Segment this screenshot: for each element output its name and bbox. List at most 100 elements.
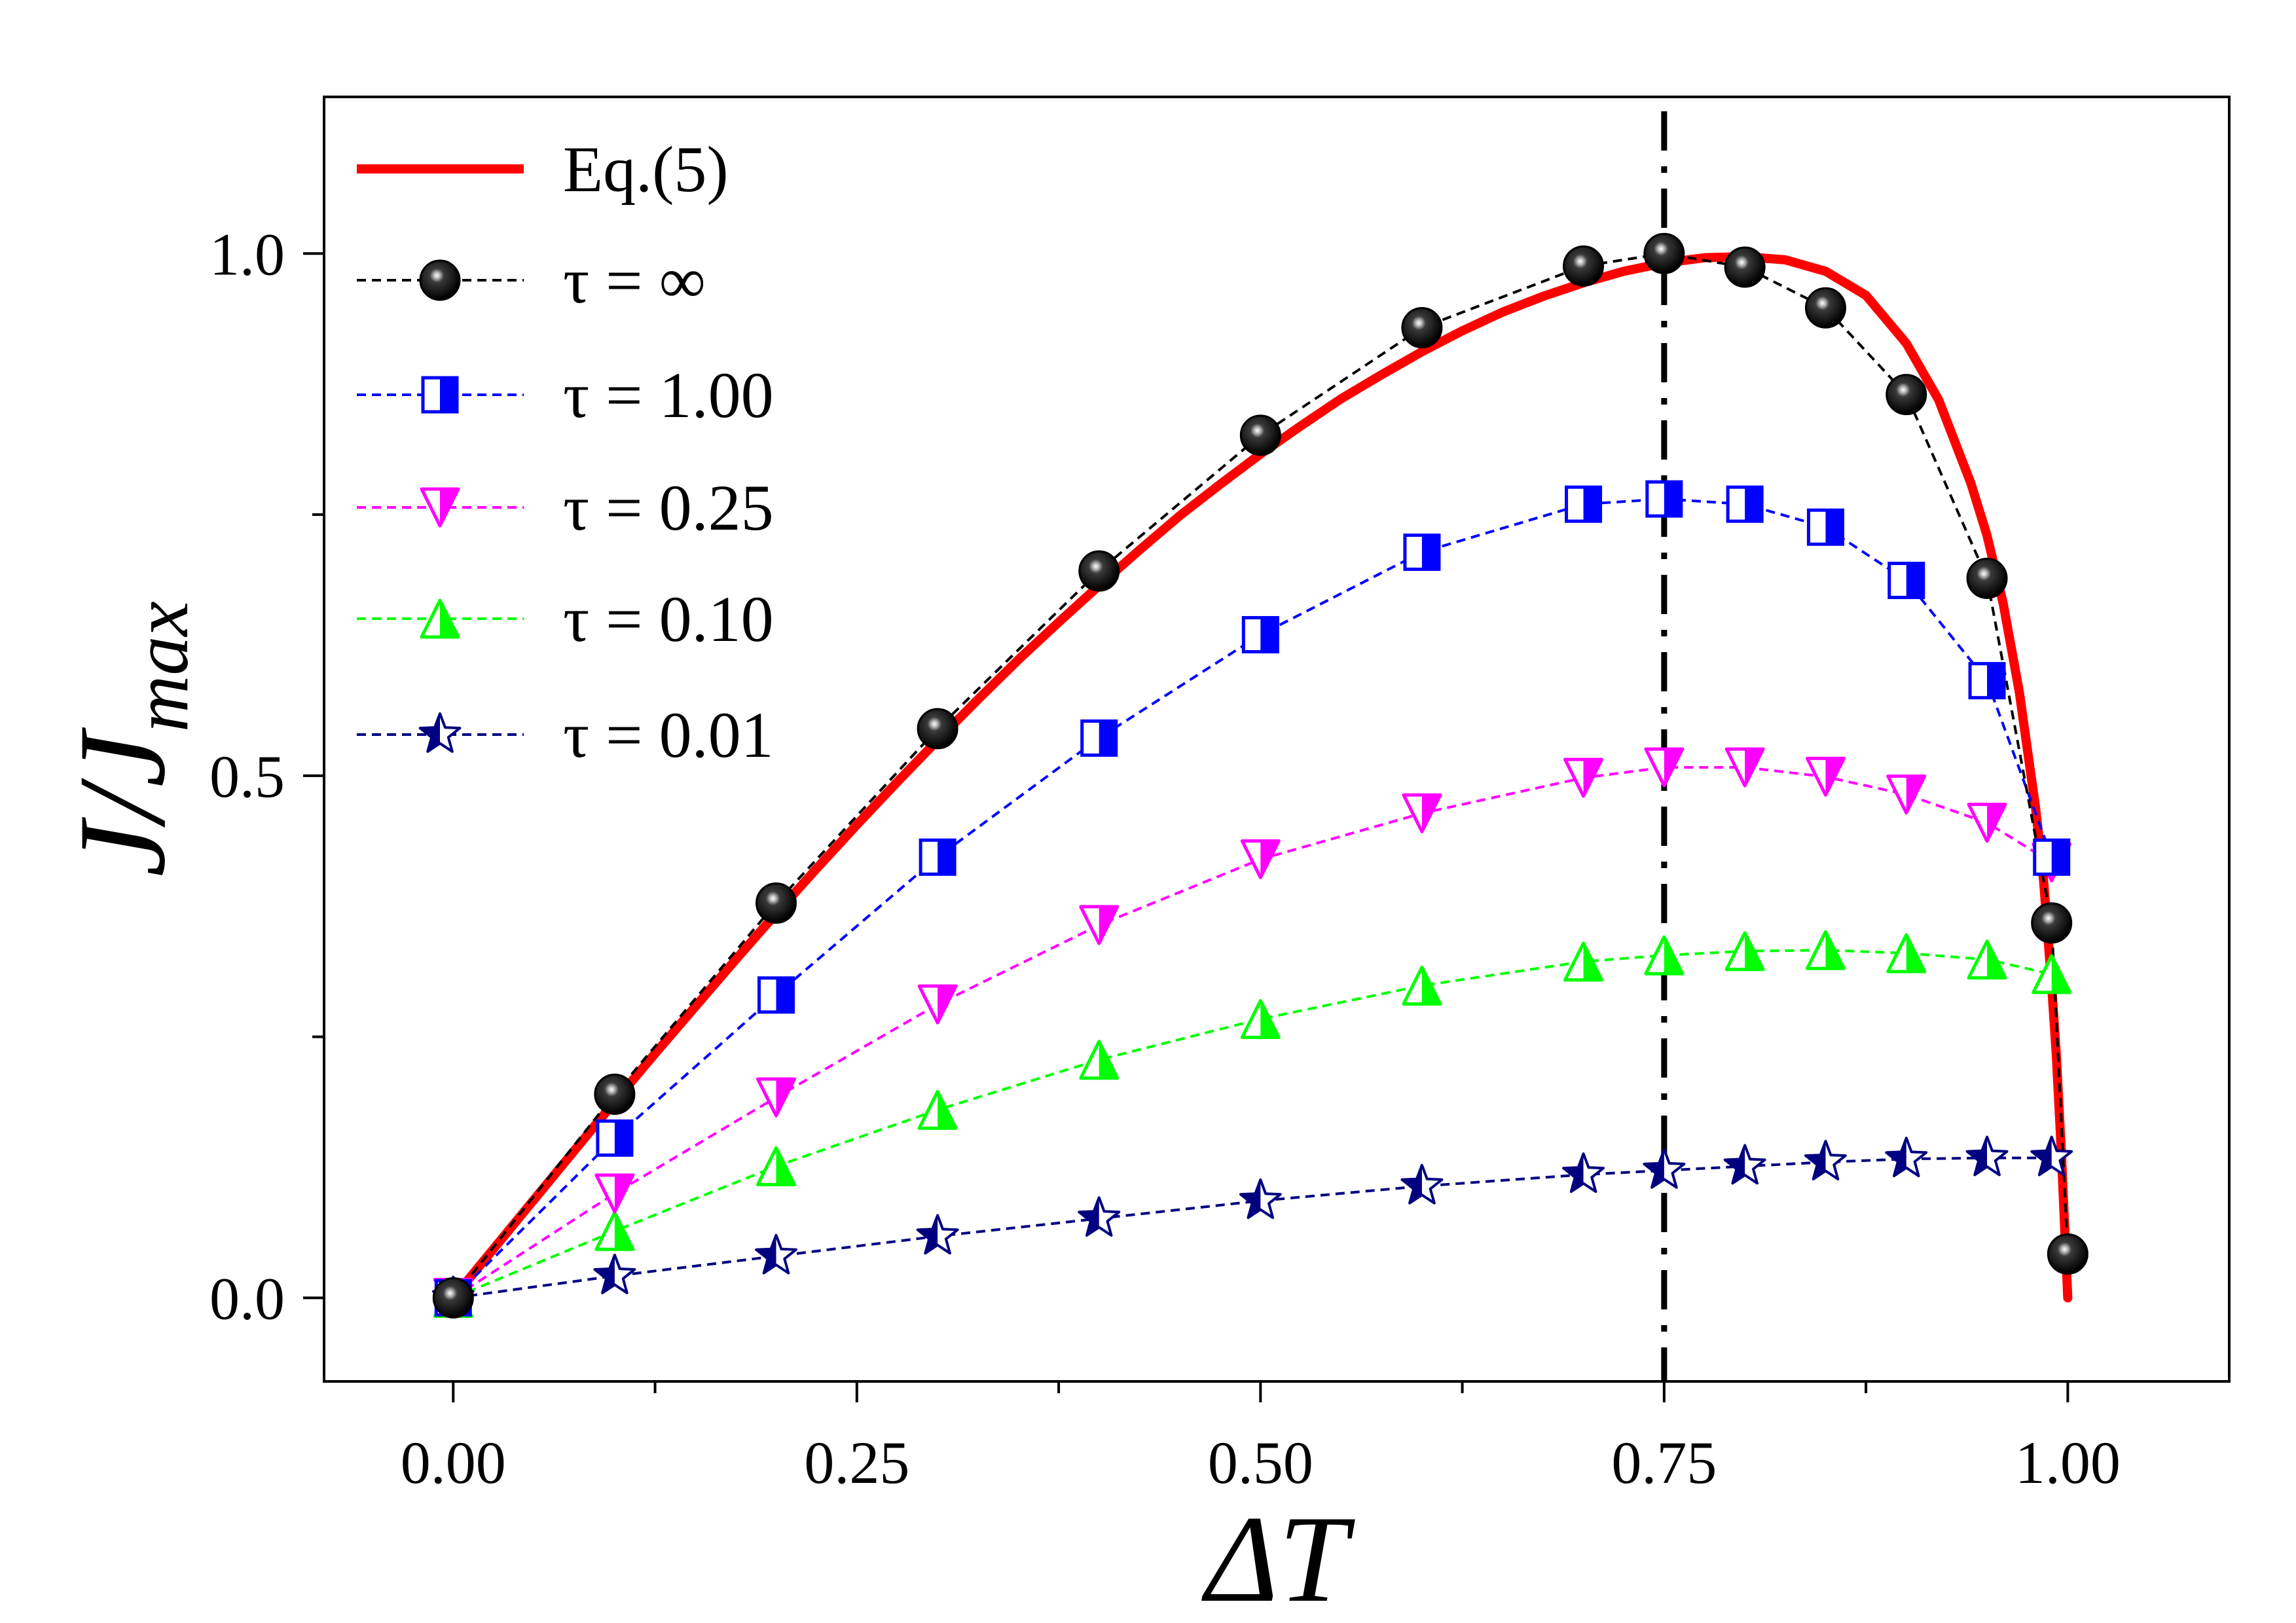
data-point <box>1644 935 1685 976</box>
data-point <box>1724 246 1766 288</box>
legend-label-4: τ = 0.01 <box>563 699 774 771</box>
y-tick-label: 1.0 <box>210 221 285 287</box>
data-point <box>1968 662 2006 700</box>
data-point <box>917 984 958 1025</box>
data-point <box>1965 1135 2009 1176</box>
data-point <box>1643 232 1685 274</box>
data-point <box>1403 533 1441 571</box>
data-point <box>756 882 797 924</box>
data-point <box>2030 1135 2073 1176</box>
data-point <box>1804 287 1846 329</box>
x-tick-label: 0.25 <box>804 1429 909 1496</box>
series-markers-3 <box>433 930 2072 1318</box>
data-point <box>1805 756 1846 797</box>
x-tick-label: 0.00 <box>401 1429 506 1496</box>
data-point <box>1726 485 1764 523</box>
y-axis-title-sub: max <box>117 601 204 732</box>
data-point <box>1886 775 1927 815</box>
data-point <box>757 976 795 1014</box>
data-point <box>1240 839 1281 879</box>
data-point <box>1886 933 1927 974</box>
data-point <box>1241 615 1279 653</box>
data-point <box>919 838 957 876</box>
series-line-2 <box>452 766 2052 1300</box>
data-point <box>1078 550 1120 592</box>
data-point <box>593 1253 636 1294</box>
data-point <box>2033 838 2071 876</box>
series-layer <box>431 232 2088 1319</box>
data-point <box>1724 931 1765 972</box>
data-point <box>596 1119 634 1157</box>
plot-frame <box>323 96 2231 1383</box>
data-point <box>917 708 958 750</box>
data-point <box>756 1146 797 1186</box>
axis-layer: 0.00 0.25 0.50 0.75 1.00 0.0 0.5 1.0 <box>210 221 2121 1496</box>
data-point <box>916 1214 959 1255</box>
y-tick-label: 0.0 <box>210 1265 285 1332</box>
legend-marker-0 <box>419 259 461 301</box>
y-axis-title: J/Jmax <box>54 601 204 877</box>
data-point <box>1645 480 1683 518</box>
x-axis-title: ΔT <box>1201 1491 1355 1623</box>
data-point <box>917 1089 958 1130</box>
data-point <box>594 1211 635 1251</box>
legend-marker-3 <box>420 598 460 639</box>
data-point <box>1805 930 1846 970</box>
data-point <box>432 1277 474 1319</box>
data-point <box>1886 374 1927 416</box>
legend-marker-2 <box>420 487 460 528</box>
series-markers-0 <box>432 232 2088 1319</box>
data-point <box>1239 1178 1282 1219</box>
series-markers-1 <box>434 480 2071 1317</box>
data-point <box>1402 965 1442 1006</box>
series-line-3 <box>452 949 2052 1300</box>
data-point <box>1563 757 1604 798</box>
data-point <box>1644 747 1685 788</box>
data-point <box>1723 1144 1766 1185</box>
data-point <box>1885 1137 1928 1178</box>
data-point <box>1967 803 2007 843</box>
data-point <box>1804 1140 1847 1180</box>
data-point <box>1078 1196 1121 1237</box>
data-point <box>1402 793 1442 833</box>
data-point <box>1079 905 1120 945</box>
legend-label-0: τ = ∞ <box>563 244 706 317</box>
legend-marker-1 <box>421 376 459 414</box>
x-tick-label: 1.00 <box>2015 1429 2121 1496</box>
data-point <box>1080 719 1118 757</box>
data-point <box>1400 1163 1444 1205</box>
legend-label-1: τ = 1.00 <box>563 359 774 431</box>
data-point <box>1724 747 1765 788</box>
data-point <box>1806 508 1844 546</box>
data-point <box>1563 245 1605 287</box>
y-axis-title-main: J/J <box>54 727 191 877</box>
data-point <box>2032 954 2072 994</box>
x-tick-label: 0.75 <box>1611 1429 1717 1496</box>
data-point <box>2047 1233 2088 1275</box>
data-point <box>594 1073 636 1115</box>
data-point <box>2031 902 2073 944</box>
x-tick-label: 0.50 <box>1208 1429 1313 1496</box>
legend-label-3: τ = 0.10 <box>563 583 774 655</box>
data-point <box>1239 414 1281 456</box>
legend: Eq.(5) τ = ∞ τ = 1.00 τ = 0.25 τ = 0.10 τ = 0… <box>357 133 774 771</box>
series-markers-4 <box>431 1135 2073 1317</box>
data-point <box>1562 1152 1605 1194</box>
data-point <box>1240 998 1281 1039</box>
series-line-4 <box>453 1156 2052 1300</box>
legend-marker-4 <box>418 712 462 753</box>
data-point <box>755 1233 797 1275</box>
data-point <box>594 1173 635 1214</box>
data-point <box>1966 557 2008 599</box>
data-point <box>1967 939 2007 980</box>
data-point <box>1079 1040 1120 1080</box>
legend-eq5-label: Eq.(5) <box>563 133 729 206</box>
legend-label-2: τ = 0.25 <box>563 471 774 544</box>
data-point <box>1887 562 1925 600</box>
data-point <box>1563 941 1604 982</box>
data-point <box>756 1077 797 1118</box>
data-point <box>1565 485 1603 523</box>
data-point <box>1401 307 1443 349</box>
y-tick-label: 0.5 <box>210 743 285 810</box>
